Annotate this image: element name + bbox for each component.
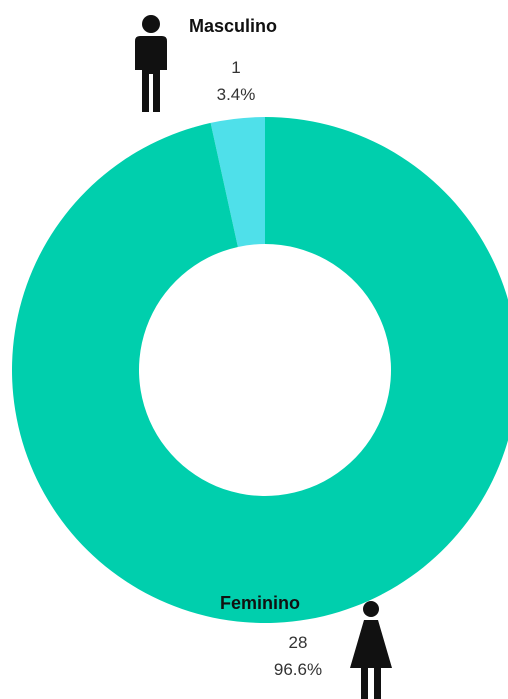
slice-feminino [12,117,508,623]
male-person-icon [135,15,167,112]
label-masculino: Masculino [189,16,277,36]
slice-masculino [210,117,265,247]
percent-masculino: 3.4% [217,85,256,104]
female-person-icon [350,601,392,699]
donut-slices [12,117,508,623]
value-feminino: 28 [289,633,308,652]
label-feminino: Feminino [220,593,300,613]
value-masculino: 1 [231,58,240,77]
percent-feminino: 96.6% [274,660,322,679]
